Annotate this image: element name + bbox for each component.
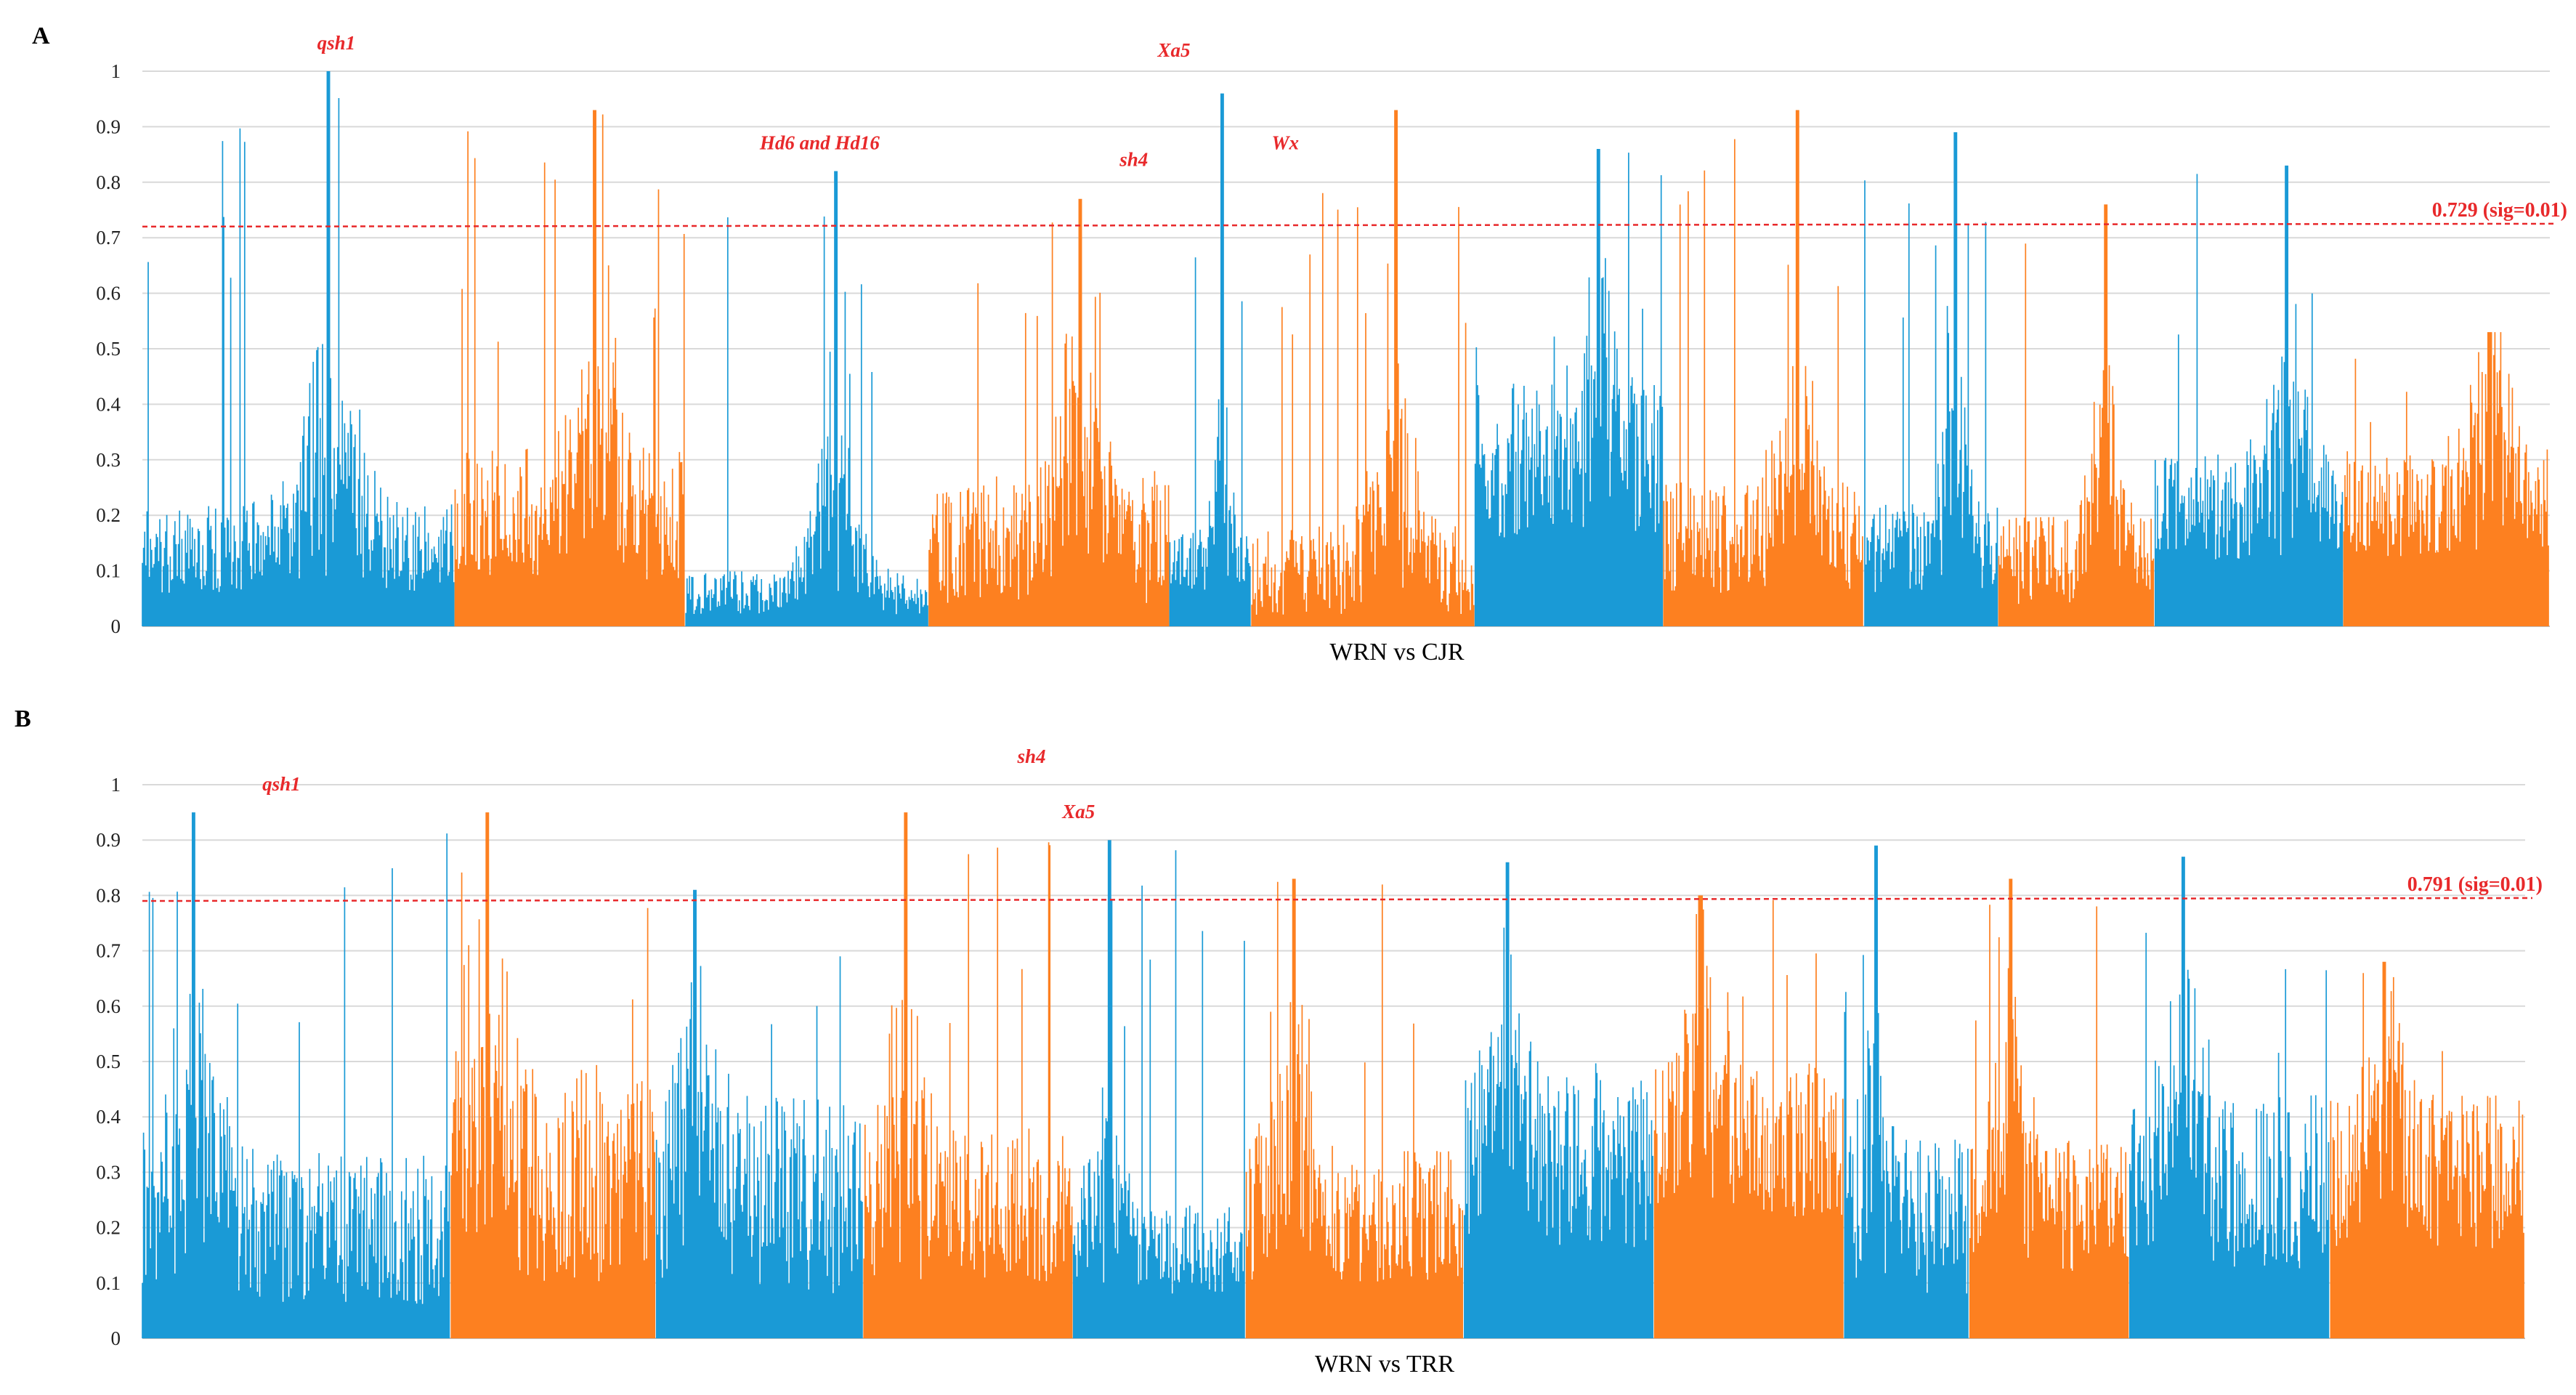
y-tick-label: 0 [111, 1327, 121, 1349]
chromosome-8-bars [1663, 110, 1863, 626]
snp-bars [655, 889, 863, 1338]
gene-annotation: Xa5 [1061, 801, 1095, 822]
chromosome-12-bars [2330, 961, 2524, 1338]
snp-bars [1464, 862, 1653, 1338]
gene-annotation: Hd6 and Hd16 [759, 132, 880, 154]
chromosome-11-bars [2129, 857, 2330, 1338]
snp-bars [2129, 857, 2330, 1338]
snp-bars [1251, 110, 1475, 626]
chromosome-7-bars [1464, 862, 1653, 1338]
chromosome-2-bars [450, 812, 656, 1338]
panel-label: B [15, 705, 31, 732]
chromosome-1-bars [142, 812, 450, 1338]
snp-bars [863, 812, 1073, 1338]
y-tick-label: 1 [111, 774, 121, 796]
y-tick-label: 0.2 [96, 1217, 121, 1239]
significance-threshold-line [142, 897, 2533, 902]
panel-B: B 0 0.1 0.2 0.3 0.4 0.5 0.6 0.7 0.8 0.9 1 0.791 (sig… [15, 705, 2543, 1378]
snp-bars [2343, 332, 2549, 626]
gene-annotation: Wx [1272, 132, 1300, 154]
gene-annotation: sh4 [1016, 745, 1045, 767]
chromosome-3-bars [655, 889, 863, 1338]
chromosome-9-bars [1864, 132, 1998, 626]
gene-annotation: qsh1 [317, 32, 356, 54]
y-tick-label: 0.1 [96, 560, 121, 582]
snp-bars [1969, 878, 2129, 1338]
y-tick-label: 0.3 [96, 449, 121, 471]
snp-bars [1653, 895, 1844, 1338]
threshold-label: 0.729 (sig=0.01) [2432, 199, 2567, 222]
gene-annotation: Xa5 [1157, 39, 1191, 61]
chromosome-10-bars [1969, 878, 2129, 1338]
chromosome-2-bars [454, 110, 685, 626]
chromosome-7-bars [1474, 149, 1664, 626]
chromosome-5-bars [1072, 840, 1245, 1338]
y-tick-label: 0.2 [96, 504, 121, 526]
y-tick-label: 0.5 [96, 1051, 121, 1072]
y-tick-label: 0.8 [96, 884, 121, 906]
snp-bars [1474, 149, 1664, 626]
chromosome-11-bars [2154, 165, 2344, 626]
gene-annotation: qsh1 [262, 773, 301, 795]
chromosome-6-bars [1251, 110, 1475, 626]
chromosome-1-bars [142, 71, 455, 626]
y-tick-label: 0.1 [96, 1272, 121, 1294]
snp-bars [142, 812, 450, 1338]
x-axis-label: WRN vs CJR [1329, 639, 1464, 666]
panel-A: A 0 0.1 0.2 0.3 0.4 0.5 0.6 0.7 0.8 0.9 1 0.729 (sig… [32, 23, 2567, 666]
snp-bars [454, 110, 685, 626]
y-tick-label: 0.6 [96, 283, 121, 304]
snp-bars [685, 171, 928, 626]
chromosome-9-bars [1844, 845, 1969, 1338]
chromosome-8-bars [1653, 895, 1844, 1338]
snp-bars [1844, 845, 1969, 1338]
chromosome-4-bars [863, 812, 1073, 1338]
chromosome-4-bars [928, 198, 1170, 626]
snp-bars [2330, 961, 2524, 1338]
y-tick-label: 0.7 [96, 940, 121, 962]
y-tick-label: 0.5 [96, 338, 121, 360]
snp-bars [1663, 110, 1863, 626]
y-tick-label: 0.7 [96, 227, 121, 248]
snp-bars [2154, 165, 2344, 626]
snp-bars [450, 812, 656, 1338]
gene-annotation: sh4 [1119, 148, 1148, 170]
snp-bars [142, 71, 455, 626]
snp-bars [928, 198, 1170, 626]
y-tick-label: 0.4 [96, 393, 121, 415]
y-tick-label: 0 [111, 615, 121, 637]
panel-label: A [32, 23, 50, 49]
threshold-label: 0.791 (sig=0.01) [2407, 873, 2543, 896]
snp-bars [1998, 204, 2155, 626]
chromosome-6-bars [1245, 878, 1464, 1338]
y-tick-label: 0.6 [96, 995, 121, 1017]
y-tick-label: 0.9 [96, 829, 121, 851]
y-tick-label: 0.4 [96, 1106, 121, 1128]
chromosome-12-bars [2343, 332, 2549, 626]
significance-threshold-line [142, 222, 2558, 228]
x-axis-label: WRN vs TRR [1315, 1351, 1454, 1378]
snp-bars [1072, 840, 1245, 1338]
snp-bars [1245, 878, 1464, 1338]
snp-bars [1864, 132, 1998, 626]
chromosome-3-bars [685, 171, 928, 626]
chromosome-5-bars [1169, 93, 1251, 626]
snp-bars [1169, 93, 1251, 626]
y-tick-label: 0.8 [96, 171, 121, 193]
y-tick-label: 0.9 [96, 116, 121, 137]
y-tick-label: 0.3 [96, 1161, 121, 1183]
y-tick-label: 1 [111, 60, 121, 82]
chromosome-10-bars [1998, 204, 2155, 626]
